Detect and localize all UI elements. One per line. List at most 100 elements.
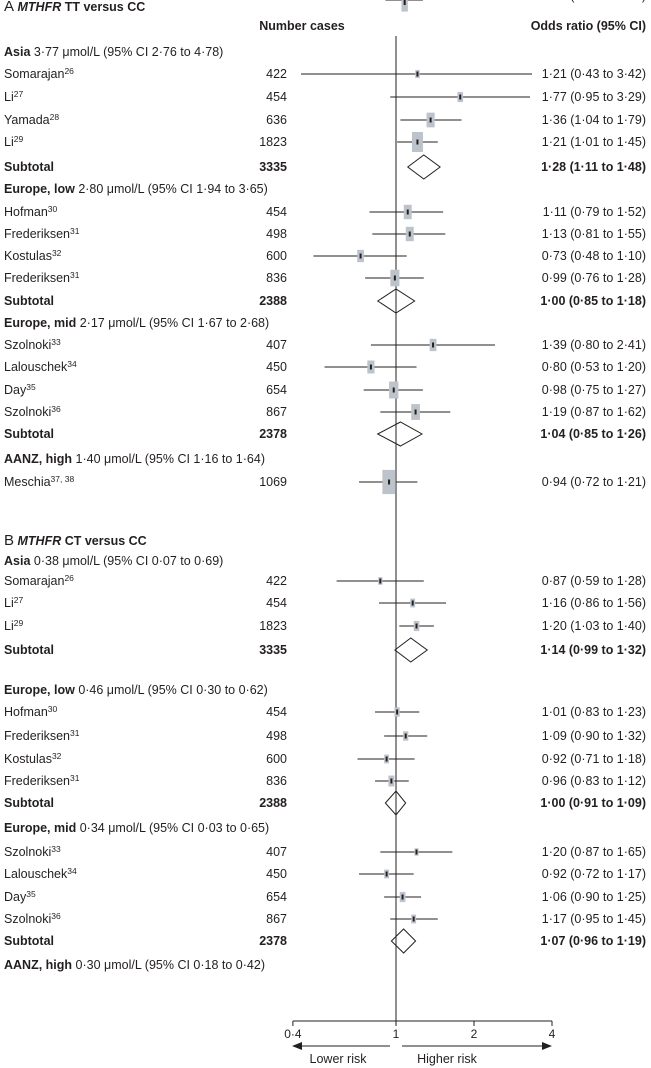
subtotal-cases: 3335 — [259, 643, 287, 657]
subtotal-diamond — [384, 790, 407, 816]
point-estimate — [385, 756, 388, 762]
point-estimate — [390, 778, 393, 784]
subtotal-diamond — [394, 637, 429, 663]
study-cases: 654 — [266, 890, 287, 904]
study-odds-ratio: 1·20 (0·87 to 1·65) — [542, 845, 646, 859]
study-cases: 450 — [266, 360, 287, 374]
study-cases: 454 — [266, 705, 287, 719]
subtotal-label: Subtotal — [4, 427, 54, 441]
study-cases: 836 — [266, 774, 287, 788]
study-name: Frederiksen31 — [4, 226, 80, 241]
study-odds-ratio: 1·21 (0·43 to 3·42) — [542, 67, 646, 81]
group-header: Europe, mid 2·17 μmol/L (95% CI 1·67 to … — [4, 316, 269, 330]
study-odds-ratio: 0·80 (0·53 to 1·20) — [542, 360, 646, 374]
subtotal-label: Subtotal — [4, 643, 54, 657]
study-name: Szolnoki33 — [4, 337, 61, 352]
study-odds-ratio: 1·08 (0·91 to 1·27) — [542, 0, 646, 3]
study-odds-ratio: 0·73 (0·48 to 1·10) — [542, 249, 646, 263]
study-name: Hofman30 — [4, 204, 58, 219]
study-cases: 1069 — [259, 475, 287, 489]
study-name: Somarajan26 — [4, 573, 74, 588]
group-header: Europe, mid 0·34 μmol/L (95% CI 0·03 to … — [4, 821, 269, 835]
study-cases: 1823 — [259, 135, 287, 149]
subtotal-cases: 2388 — [259, 796, 287, 810]
x-axis-tick-label: 2 — [471, 1027, 478, 1041]
study-name: Meschia37, 38 — [4, 0, 74, 3]
study-odds-ratio: 1·19 (0·87 to 1·62) — [542, 405, 646, 419]
study-odds-ratio: 1·09 (0·90 to 1·32) — [542, 729, 646, 743]
point-estimate — [388, 479, 391, 485]
study-cases: 600 — [266, 752, 287, 766]
study-cases: 407 — [266, 338, 287, 352]
study-name: Yamada28 — [4, 112, 59, 127]
study-odds-ratio: 0·92 (0·71 to 1·18) — [542, 752, 646, 766]
study-odds-ratio: 0·98 (0·75 to 1·27) — [542, 383, 646, 397]
panel-title-a: A MTHFR TT versus CC — [4, 0, 145, 15]
study-cases: 422 — [266, 67, 287, 81]
study-cases: 454 — [266, 90, 287, 104]
point-estimate — [411, 600, 414, 606]
panel-title-b: B MTHFR CT versus CC — [4, 532, 147, 549]
higher-risk-label: Higher risk — [417, 1052, 477, 1066]
study-name: Frederiksen31 — [4, 773, 80, 788]
study-odds-ratio: 1·11 (0·79 to 1·52) — [543, 205, 646, 219]
point-estimate — [415, 849, 418, 855]
study-name: Szolnoki36 — [4, 911, 61, 926]
group-header: Asia 0·38 μmol/L (95% CI 0·07 to 0·69) — [4, 554, 223, 568]
study-name: Lalouschek34 — [4, 359, 77, 374]
study-cases: 454 — [266, 596, 287, 610]
study-odds-ratio: 0·99 (0·76 to 1·28) — [542, 271, 646, 285]
subtotal-label: Subtotal — [4, 160, 54, 174]
x-axis-tick-label: 4 — [549, 1027, 556, 1041]
study-name: Li27 — [4, 595, 23, 610]
group-header: AANZ, high 1·40 μmol/L (95% CI 1·16 to 1… — [4, 452, 265, 466]
study-odds-ratio: 1·06 (0·90 to 1·25) — [542, 890, 646, 904]
study-name: Li29 — [4, 618, 23, 633]
study-name: Szolnoki33 — [4, 844, 61, 859]
subtotal-label: Subtotal — [4, 934, 54, 948]
point-estimate — [432, 342, 435, 348]
subtotal-diamond — [376, 288, 416, 314]
study-name: Day35 — [4, 889, 36, 904]
group-header: Europe, low 0·46 μmol/L (95% CI 0·30 to … — [4, 683, 268, 697]
higher-risk-arrowhead — [542, 1042, 552, 1050]
study-odds-ratio: 1·01 (0·83 to 1·23) — [542, 705, 646, 719]
study-odds-ratio: 0·92 (0·72 to 1·17) — [542, 867, 646, 881]
subtotal-diamond — [406, 154, 441, 180]
study-odds-ratio: 0·96 (0·83 to 1·12) — [542, 774, 646, 788]
study-name: Kostulas32 — [4, 248, 62, 263]
point-estimate — [429, 117, 432, 123]
study-cases: 422 — [266, 574, 287, 588]
study-odds-ratio: 1·16 (0·86 to 1·56) — [542, 596, 646, 610]
subtotal-odds-ratio: 1·28 (1·11 to 1·48) — [541, 160, 646, 174]
point-estimate — [379, 578, 382, 584]
point-estimate — [393, 275, 396, 281]
group-header: AANZ, high 0·30 μmol/L (95% CI 0·18 to 0… — [4, 958, 265, 972]
study-name: Hofman30 — [4, 704, 58, 719]
study-name: Frederiksen31 — [4, 728, 80, 743]
group-header: Europe, low 2·80 μmol/L (95% CI 1·94 to … — [4, 182, 268, 196]
study-cases: 454 — [266, 205, 287, 219]
study-cases: 498 — [266, 729, 287, 743]
study-cases: 1069 — [259, 0, 287, 3]
study-cases: 636 — [266, 113, 287, 127]
study-odds-ratio: 1·77 (0·95 to 3·29) — [542, 90, 646, 104]
study-name: Li27 — [4, 89, 23, 104]
study-cases: 450 — [266, 867, 287, 881]
study-name: Kostulas32 — [4, 751, 62, 766]
group-header: Asia 3·77 μmol/L (95% CI 2·76 to 4·78) — [4, 45, 223, 59]
subtotal-diamond — [390, 928, 417, 954]
study-odds-ratio: 0·87 (0·59 to 1·28) — [542, 574, 646, 588]
point-estimate — [392, 387, 395, 393]
header-odds-ratio: Odds ratio (95% CI) — [531, 19, 646, 33]
x-axis-tick-label: 0·4 — [284, 1027, 302, 1041]
subtotal-odds-ratio: 1·00 (0·91 to 1·09) — [540, 796, 646, 810]
point-estimate — [459, 94, 462, 100]
study-odds-ratio: 0·94 (0·72 to 1·21) — [542, 475, 646, 489]
point-estimate — [416, 71, 419, 77]
subtotal-cases: 3335 — [259, 160, 287, 174]
subtotal-odds-ratio: 1·07 (0·96 to 1·19) — [540, 934, 646, 948]
study-odds-ratio: 1·21 (1·01 to 1·45) — [542, 135, 646, 149]
study-name: Meschia37, 38 — [4, 474, 74, 489]
